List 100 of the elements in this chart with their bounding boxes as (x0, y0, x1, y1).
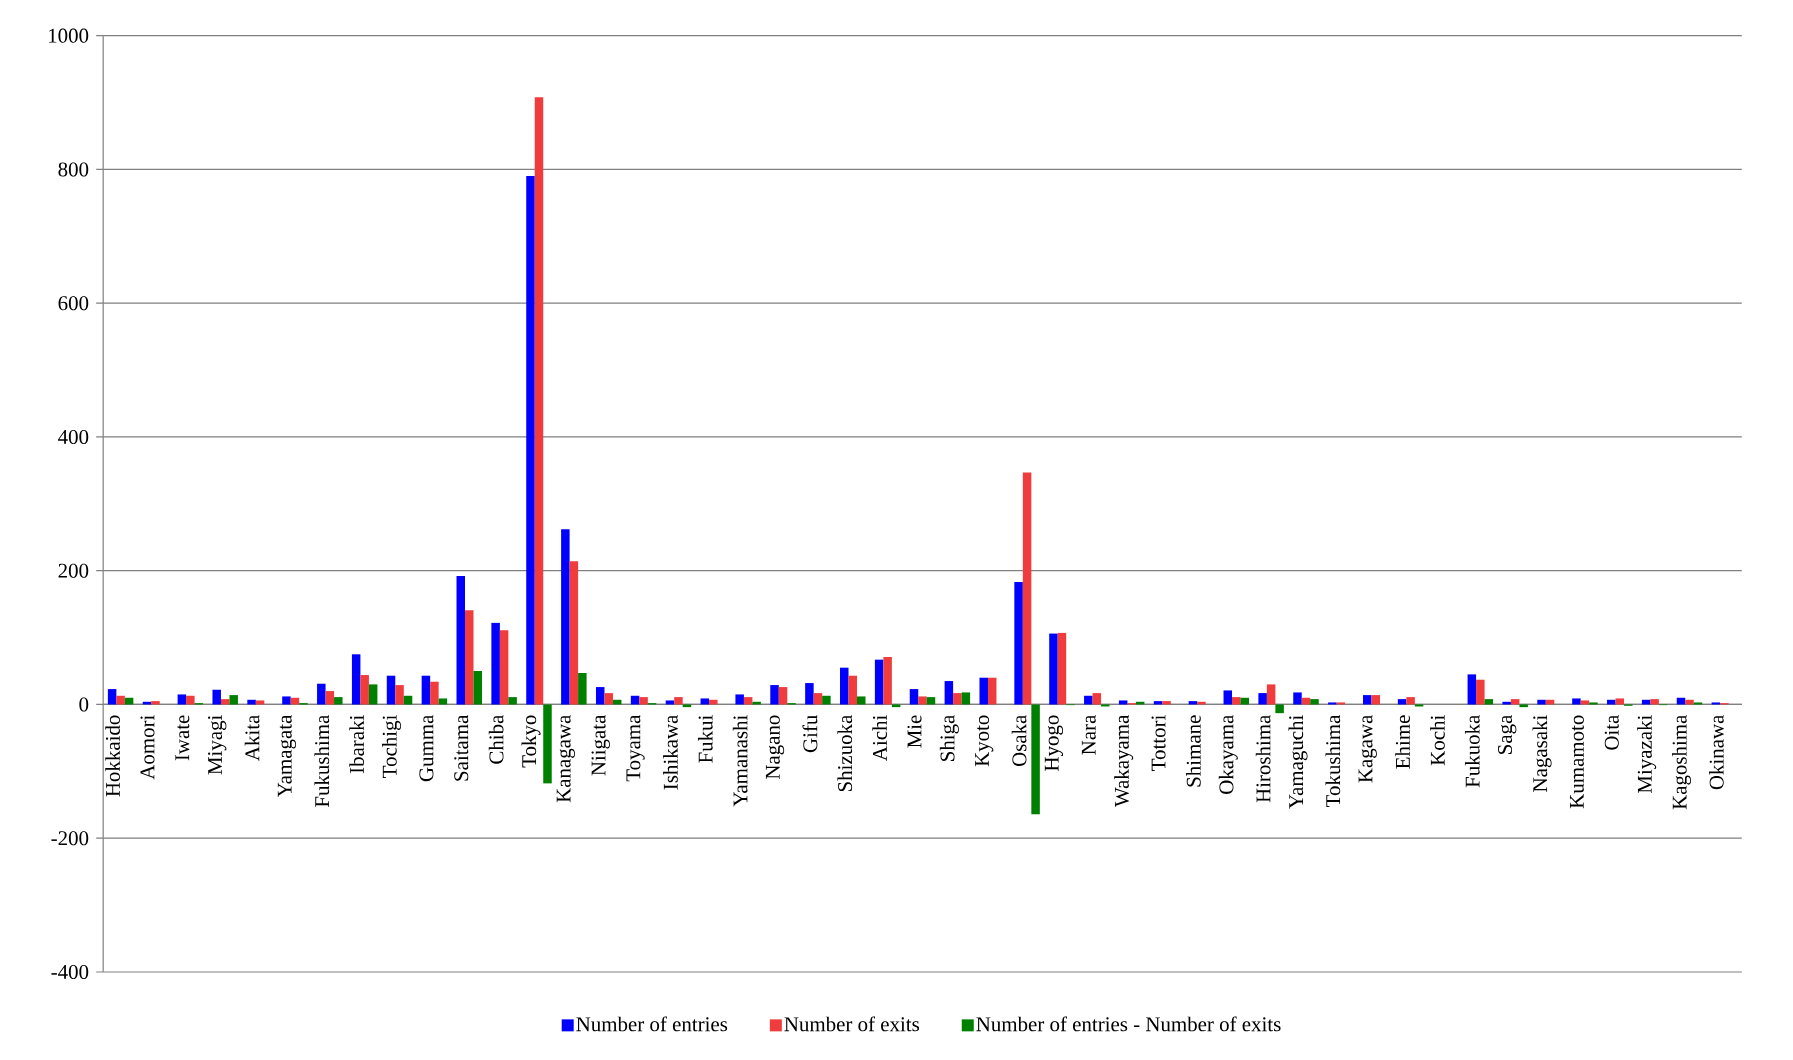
x-tick-label: Mie (907, 715, 922, 748)
bar (1693, 702, 1703, 705)
x-tick-label: Chiba (488, 714, 504, 764)
bar (368, 684, 378, 705)
y-tick-label: 600 (58, 296, 89, 311)
bar (682, 704, 692, 708)
bar (255, 700, 265, 705)
bar (848, 675, 858, 705)
x-tick-label: Kanagawa (556, 714, 575, 803)
x-tick-label: Yamanashi (732, 714, 748, 807)
x-tick-label: Yamagata (277, 714, 297, 798)
bar (282, 696, 291, 705)
x-tick-label: Gumma (419, 714, 434, 782)
x-tick-label: Miyazaki (1637, 714, 1657, 793)
bar (639, 697, 648, 705)
bar (421, 675, 431, 705)
x-tick-label: Wakayama (1114, 714, 1134, 807)
bar (1101, 704, 1110, 707)
x-tick-label: Iwate (175, 715, 190, 761)
bar (561, 529, 570, 705)
x-tick-label: Fukuoka (1464, 714, 1480, 788)
bar (961, 692, 971, 705)
bar (334, 697, 343, 705)
bar (247, 699, 256, 705)
bar (395, 684, 404, 705)
bar (1084, 695, 1093, 705)
x-tick-label: Shiga (939, 714, 959, 761)
bar (1615, 698, 1625, 705)
bar (1371, 695, 1380, 705)
bar (1650, 699, 1659, 705)
bar (857, 696, 866, 705)
bar (1118, 700, 1128, 705)
x-tick-label: Okayama (1218, 714, 1238, 794)
bar (735, 694, 744, 705)
y-tick-label: 800 (58, 162, 89, 177)
bar (438, 698, 448, 705)
y-tick-label: 200 (58, 563, 89, 578)
x-tick-label: Hiroshima (1255, 714, 1271, 803)
bar (465, 610, 474, 705)
bar (1336, 702, 1346, 705)
x-tick-label: Saga (1498, 714, 1517, 754)
bar (770, 684, 779, 705)
bar (1057, 632, 1067, 705)
bar (1310, 699, 1319, 705)
x-tick-label: Oita (1604, 714, 1619, 750)
x-tick-label: Shimane (1186, 715, 1201, 787)
x-tick-label: Tokyo (521, 715, 541, 768)
bar (1537, 699, 1546, 705)
bar (1223, 690, 1233, 705)
bar (944, 680, 954, 705)
bar (1022, 472, 1032, 705)
bar (979, 677, 988, 705)
bar (116, 695, 125, 705)
x-tick-label: Nagano (765, 715, 785, 780)
bar (813, 693, 823, 705)
bar (1014, 581, 1023, 705)
x-tick-label: Ishikawa (663, 714, 678, 790)
bar (1580, 700, 1590, 705)
y-tick-label: -400 (51, 964, 89, 979)
bar (891, 704, 901, 708)
x-tick-label: Kagawa (1358, 714, 1377, 783)
bar (473, 670, 483, 705)
x-tick-label: Ibaraki (349, 714, 365, 774)
bar (1258, 693, 1267, 705)
bar (840, 667, 849, 705)
bar (430, 681, 439, 705)
bar (918, 696, 927, 705)
bar (508, 697, 517, 705)
bar (386, 675, 396, 705)
x-tick-label: Hyogo (1044, 715, 1064, 771)
bar (534, 97, 544, 705)
bar (186, 695, 195, 705)
bar (317, 683, 326, 705)
x-tick-label: Miyagi (208, 714, 227, 775)
bar (578, 672, 587, 705)
bar (1467, 674, 1477, 705)
x-tick-label: Nagasaki (1532, 714, 1552, 792)
bar (595, 686, 605, 705)
x-tick-label: Okinawa (1709, 714, 1724, 790)
x-tick-label: Kumamoto (1569, 715, 1584, 809)
bar (1275, 704, 1284, 714)
bar (805, 682, 814, 705)
y-tick-label: 400 (58, 429, 89, 444)
bar (325, 691, 335, 705)
legend-label: Number of exits (784, 1016, 920, 1032)
bar (874, 659, 884, 705)
bar (1589, 702, 1598, 705)
x-tick-label: Aomori (140, 714, 155, 780)
x-tick-label: Hokkaido (105, 715, 120, 797)
bar (351, 654, 361, 705)
legend-label: Number of entries (576, 1016, 728, 1032)
bar (456, 575, 466, 705)
bar (526, 176, 535, 705)
bar (1414, 704, 1424, 707)
bar (987, 677, 997, 705)
x-tick-label: Osaka (1011, 714, 1027, 766)
x-tick-label: Tochigi (382, 714, 402, 778)
bar (360, 674, 369, 705)
bar (1266, 684, 1276, 705)
x-tick-label: Akita (244, 714, 260, 761)
